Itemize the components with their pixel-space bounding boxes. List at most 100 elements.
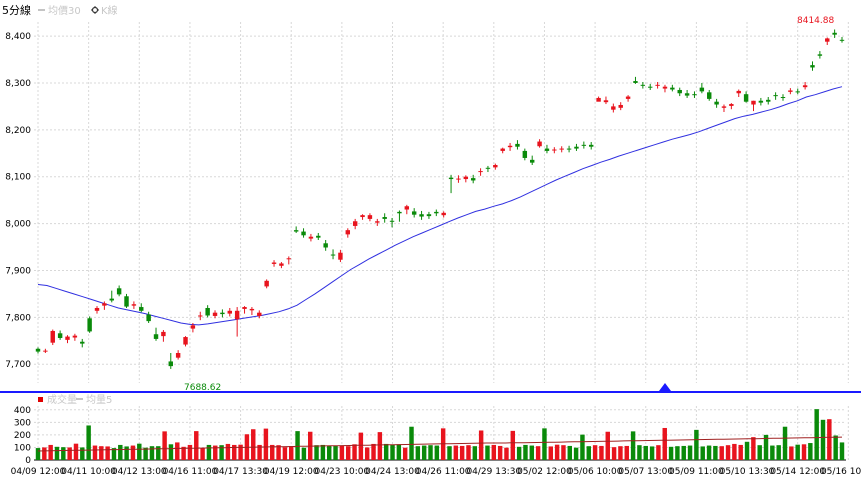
volume-bar [491, 444, 497, 460]
volume-bar [124, 446, 129, 460]
x-tick-label: 05/09 11:00 [669, 467, 724, 477]
volume-bar [839, 442, 845, 460]
x-tick-label: 05/07 13:00 [618, 467, 673, 477]
volume-bar [111, 448, 117, 460]
volume-bar [447, 446, 452, 460]
candle-body [301, 231, 306, 236]
candle-body [360, 215, 365, 218]
candle-body [264, 280, 269, 287]
volume-bar [105, 446, 110, 460]
y-tick-label: 7,700 [5, 360, 31, 370]
candle-body [308, 236, 314, 239]
volume-bar [175, 442, 180, 460]
candle-body [670, 87, 675, 90]
x-tick-label: 04/24 13:00 [365, 467, 420, 477]
candle-body [271, 262, 277, 264]
volume-bar [694, 429, 699, 460]
candle-body [153, 334, 159, 339]
candle-body [662, 86, 668, 89]
candle-body [323, 243, 328, 248]
candle-body [596, 97, 601, 102]
volume-bar [232, 444, 237, 460]
candle-body [448, 177, 454, 180]
candle-body [50, 330, 55, 343]
candle-body [190, 325, 196, 329]
candle-body [766, 99, 771, 102]
vol-y-tick-label: 0 [25, 456, 31, 466]
y-tick-label: 8,100 [5, 173, 31, 183]
candle-body [788, 90, 793, 92]
volume-bar [194, 431, 199, 460]
volume-bar [409, 426, 414, 460]
volume-bar [187, 444, 193, 460]
volume-bar [371, 443, 376, 460]
volume-bar [675, 446, 680, 460]
volume-bar [820, 419, 826, 460]
candle-body [175, 352, 181, 358]
candle-body [618, 104, 623, 108]
volume-bar [662, 427, 667, 460]
volume-bar [200, 448, 205, 460]
candle-body [537, 141, 542, 147]
volume-bar [795, 444, 800, 460]
x-tick-label: 04/16 11:00 [163, 467, 218, 477]
volume-bar [428, 445, 433, 460]
candle-body [795, 91, 800, 93]
volume-bar [352, 444, 357, 460]
x-tick-label: 05/16 10:00 [821, 467, 861, 477]
x-tick-label: 04/26 11:00 [416, 467, 471, 477]
volume-bar [637, 445, 642, 460]
volume-bar [282, 447, 288, 460]
volume-bar [301, 447, 307, 460]
candle-body [832, 32, 837, 35]
volume-bar [396, 444, 402, 460]
volume-bar [67, 447, 72, 460]
y-tick-label: 7,900 [5, 266, 31, 276]
volume-bar [314, 445, 319, 460]
candle-body [161, 331, 166, 337]
sun-icon [91, 6, 99, 14]
x-tick-label: 05/14 12:00 [770, 467, 825, 477]
candle-body [655, 84, 660, 86]
volume-bar [529, 445, 535, 460]
volume-bar [744, 441, 750, 460]
candle-body [500, 148, 505, 151]
volume-bar [99, 446, 104, 460]
candle-body [293, 230, 299, 232]
volume-bar [390, 444, 395, 460]
y-tick-label: 8,000 [5, 220, 31, 230]
candle-body [721, 106, 727, 108]
candle-body [411, 211, 417, 215]
candle-body [183, 337, 188, 345]
volume-bar [238, 444, 243, 460]
volume-bar [833, 435, 838, 460]
candle-body [441, 212, 446, 216]
volume-bar [586, 446, 591, 460]
volume-bar [700, 446, 705, 460]
candle-body [648, 86, 653, 88]
volume-bar [225, 443, 231, 460]
volume-bar [751, 437, 756, 460]
volume-bar [149, 446, 155, 460]
volume-bar [466, 445, 471, 460]
low-annotation: 7688.62 [184, 383, 221, 393]
volume-bar [554, 444, 560, 460]
volume-bar [86, 425, 91, 460]
volume-bar [757, 445, 762, 460]
volume-bar [289, 446, 294, 460]
candle-body [286, 258, 292, 260]
candle-body [234, 310, 240, 320]
candle-body [198, 315, 203, 317]
candle-body [485, 167, 491, 169]
volume-bar [801, 444, 807, 460]
candle-body [566, 148, 572, 150]
candle-body [463, 176, 469, 180]
volume-bar [295, 431, 300, 460]
x-tick-label: 05/06 10:00 [568, 467, 623, 477]
candle-body [80, 341, 85, 344]
volume-bar [516, 446, 522, 460]
candle-body [640, 84, 646, 86]
volume-bar [73, 443, 79, 460]
volume-bar [339, 445, 345, 460]
